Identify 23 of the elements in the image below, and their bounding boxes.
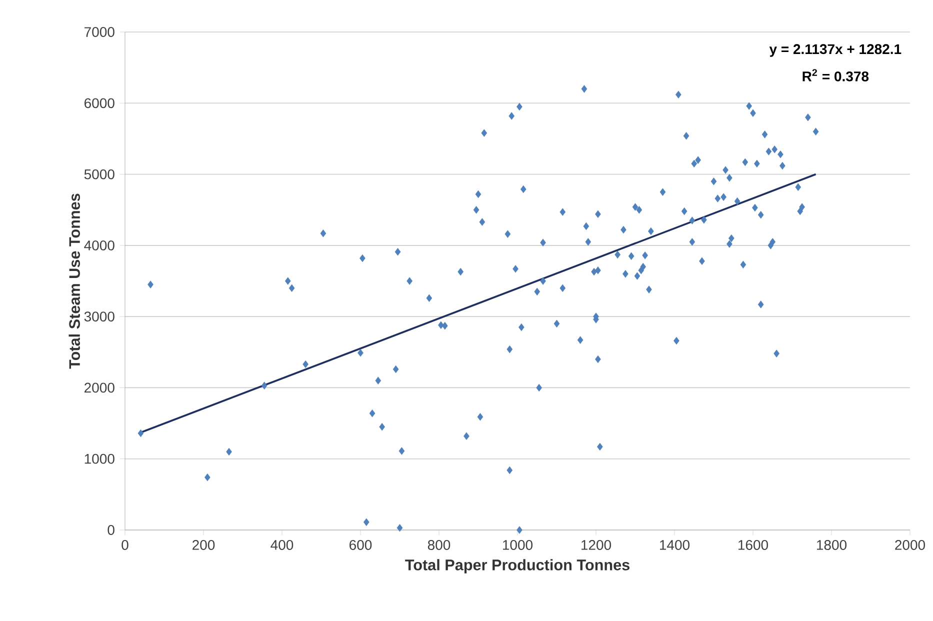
x-tick-label: 400 [270,540,294,550]
annotation: y = 2.1137x + 1282.1 [769,44,902,57]
annotation: R$^{2}$ = 0.378 [802,69,869,82]
y-axis-title: Total Steam Use Tonnes [68,194,80,369]
y-tick-label: 7000 [84,27,114,37]
x-tick-label: 1600 [738,540,768,550]
x-tick-label: 0 [122,540,128,550]
y-tick-label: 6000 [84,98,114,108]
x-axis-title: Total Paper Production Tonnes [405,559,630,574]
x-tick-label: 1000 [502,540,533,550]
x-tick-label: 1400 [660,540,690,550]
y-tick-label: 0 [108,525,114,535]
y-tick-label: 4000 [84,240,114,250]
x-tick-label: 1800 [816,540,847,550]
x-tick-label: 600 [350,540,372,550]
x-tick-label: 800 [428,540,450,550]
y-tick-label: 2000 [84,382,114,393]
y-tick-label: 3000 [84,312,114,322]
y-tick-label: 5000 [84,169,114,180]
x-tick-label: 1200 [581,540,612,550]
x-tick-label: 2000 [895,540,926,550]
x-tick-label: 200 [192,540,215,550]
y-tick-label: 1000 [84,454,114,464]
